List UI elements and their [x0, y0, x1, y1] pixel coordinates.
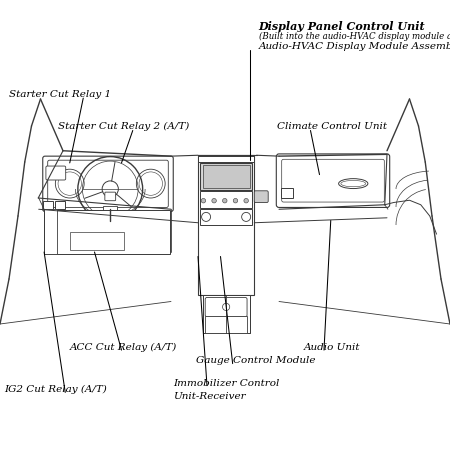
Bar: [202, 165, 250, 188]
Text: Immobilizer Control: Immobilizer Control: [173, 379, 279, 388]
Ellipse shape: [338, 179, 368, 189]
Bar: [55, 201, 65, 209]
FancyBboxPatch shape: [276, 154, 390, 207]
Text: Audio-HVAC Display Module Assembly: Audio-HVAC Display Module Assembly: [259, 42, 450, 51]
Text: Gauge Control Module: Gauge Control Module: [196, 356, 315, 365]
FancyBboxPatch shape: [205, 297, 247, 317]
FancyBboxPatch shape: [43, 156, 173, 211]
Bar: [44, 210, 170, 254]
Bar: [104, 206, 117, 211]
Text: IG2 Cut Relay (A/T): IG2 Cut Relay (A/T): [4, 385, 107, 394]
Text: Unit-Receiver: Unit-Receiver: [173, 392, 246, 401]
FancyBboxPatch shape: [282, 159, 384, 202]
Text: Starter Cut Relay 1: Starter Cut Relay 1: [9, 90, 111, 99]
Circle shape: [201, 198, 206, 203]
Bar: [205, 316, 248, 333]
Bar: [200, 209, 252, 225]
FancyBboxPatch shape: [254, 191, 268, 202]
Circle shape: [233, 198, 238, 203]
Bar: [200, 163, 252, 190]
Bar: [200, 191, 252, 208]
FancyBboxPatch shape: [198, 156, 254, 162]
Bar: [44, 209, 57, 254]
Text: Starter Cut Relay 2 (A/T): Starter Cut Relay 2 (A/T): [58, 122, 190, 131]
Bar: [198, 155, 254, 295]
Circle shape: [222, 198, 227, 203]
FancyBboxPatch shape: [105, 192, 116, 201]
Bar: [281, 188, 292, 198]
Bar: [70, 232, 124, 250]
Bar: [202, 295, 250, 333]
Text: Display Panel Control Unit: Display Panel Control Unit: [259, 21, 425, 32]
Text: Audio Unit: Audio Unit: [304, 343, 360, 352]
Bar: [43, 201, 53, 209]
FancyBboxPatch shape: [48, 160, 168, 207]
Text: ACC Cut Relay (A/T): ACC Cut Relay (A/T): [70, 343, 177, 352]
Ellipse shape: [341, 180, 365, 187]
Text: (Built into the audio-HVAC display module assembly): (Built into the audio-HVAC display modul…: [259, 32, 450, 41]
Circle shape: [212, 198, 216, 203]
Text: Climate Control Unit: Climate Control Unit: [277, 122, 387, 131]
Circle shape: [244, 198, 248, 203]
FancyBboxPatch shape: [46, 166, 66, 180]
